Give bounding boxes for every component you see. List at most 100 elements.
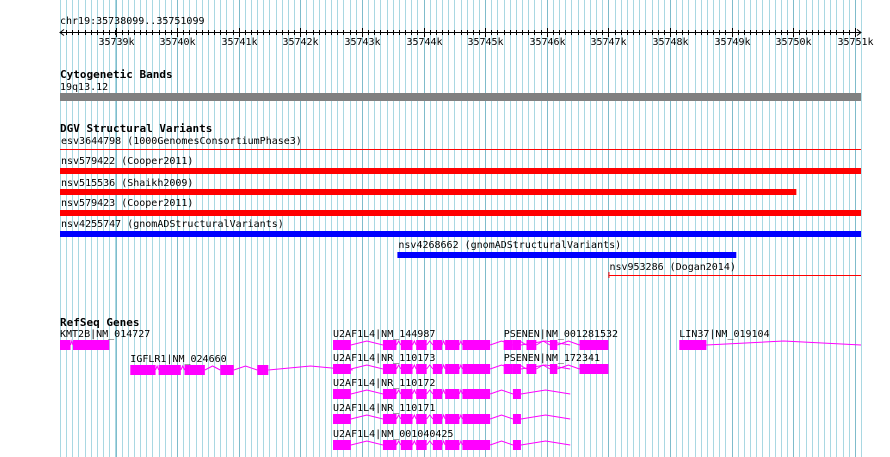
dgv-track[interactable]: DGV Structural Variants esv3644798 (1000… [60, 122, 861, 278]
refseq-gene[interactable]: PSENEN|NM_172341 [503, 353, 609, 374]
refseq-exon[interactable] [257, 365, 269, 375]
refseq-exon[interactable] [512, 440, 521, 450]
refseq-exon[interactable] [503, 340, 513, 350]
refseq-exon[interactable] [220, 365, 234, 375]
refseq-gene[interactable]: U2AF1L4|NR_110173 [333, 353, 571, 374]
dgv-feature[interactable]: nsv4255747 (gnomADStructuralVariants) [60, 219, 861, 237]
refseq-gene[interactable]: U2AF1L4|NR_110171 [333, 403, 571, 424]
dgv-feature[interactable]: nsv579423 (Cooper2011) [60, 198, 861, 216]
refseq-exon[interactable] [382, 414, 397, 424]
refseq-exon[interactable] [432, 440, 443, 450]
refseq-exon[interactable] [445, 440, 460, 450]
refseq-exon[interactable] [526, 340, 537, 350]
dgv-feature-bar[interactable] [397, 252, 737, 258]
dgv-feature-bar[interactable] [60, 149, 861, 150]
refseq-exon[interactable] [432, 364, 443, 374]
refseq-exon[interactable] [679, 340, 707, 350]
refseq-exon[interactable] [503, 364, 513, 374]
refseq-exon[interactable] [445, 414, 460, 424]
dgv-feature-bar[interactable] [60, 210, 861, 216]
refseq-intron [458, 363, 463, 370]
refseq-intron [233, 365, 258, 371]
refseq-exon[interactable] [549, 340, 558, 350]
ruler-tick-label: 35750k [775, 37, 811, 48]
refseq-exon[interactable] [73, 340, 110, 350]
cytoband-track[interactable]: Cytogenetic Bands 19q13.12 [60, 68, 861, 101]
refseq-exon[interactable] [400, 414, 413, 424]
refseq-exon[interactable] [382, 389, 397, 399]
refseq-gene[interactable]: PSENEN|NM_001281532 [503, 329, 618, 350]
refseq-intron [557, 340, 580, 346]
refseq-exon[interactable] [158, 365, 181, 375]
refseq-exon[interactable] [445, 364, 460, 374]
refseq-exon[interactable] [333, 340, 351, 350]
refseq-exon[interactable] [333, 414, 351, 424]
refseq-intron [441, 439, 446, 446]
refseq-exon[interactable] [462, 364, 491, 374]
refseq-intron [70, 339, 74, 346]
refseq-gene[interactable]: U2AF1L4|NM_144987 [333, 329, 571, 350]
refseq-exon[interactable] [400, 364, 413, 374]
cytoband-bar[interactable] [60, 93, 861, 101]
refseq-exon[interactable] [60, 340, 71, 350]
refseq-exon[interactable] [512, 364, 521, 374]
refseq-gene[interactable]: IGFLR1|NM_024660 [130, 354, 353, 375]
refseq-exon[interactable] [462, 389, 491, 399]
refseq-exon[interactable] [549, 364, 558, 374]
dgv-feature-bar[interactable] [608, 275, 861, 276]
refseq-exon[interactable] [579, 340, 609, 350]
refseq-exon[interactable] [400, 440, 413, 450]
refseq-exon[interactable] [512, 414, 521, 424]
refseq-gene[interactable]: U2AF1L4|NM_001040425 [333, 429, 571, 450]
refseq-exon[interactable] [512, 389, 521, 399]
refseq-exon[interactable] [462, 414, 491, 424]
refseq-exon[interactable] [333, 389, 351, 399]
dgv-feature[interactable]: nsv4268662 (gnomADStructuralVariants) [397, 240, 737, 258]
refseq-gene[interactable]: KMT2B|NM_014727 [60, 329, 150, 350]
refseq-exon[interactable] [333, 440, 351, 450]
refseq-exon[interactable] [432, 414, 443, 424]
refseq-exon[interactable] [416, 389, 427, 399]
dgv-feature-label: esv3644798 (1000GenomesConsortiumPhase3) [61, 136, 302, 147]
refseq-exon[interactable] [382, 364, 397, 374]
refseq-gene[interactable]: U2AF1L4|NR_110172 [333, 378, 571, 399]
dgv-features[interactable]: esv3644798 (1000GenomesConsortiumPhase3)… [60, 136, 861, 278]
refseq-gene[interactable]: LIN37|NM_019104 [679, 329, 862, 350]
refseq-exon[interactable] [333, 364, 351, 374]
dgv-feature[interactable]: esv3644798 (1000GenomesConsortiumPhase3) [60, 136, 861, 150]
dgv-feature-bar[interactable] [60, 168, 861, 174]
ruler-location-label: chr19:35738099..35751099 [60, 16, 205, 27]
refseq-track[interactable]: RefSeq Genes KMT2B|NM_014727 IGFLR1|NM_02… [60, 316, 862, 450]
refseq-track-title: RefSeq Genes [60, 316, 139, 329]
refseq-exon[interactable] [184, 365, 205, 375]
refseq-exon[interactable] [432, 340, 443, 350]
refseq-exon[interactable] [416, 340, 427, 350]
refseq-intron [458, 413, 463, 420]
refseq-exon[interactable] [445, 340, 460, 350]
dgv-feature-bar[interactable] [60, 231, 861, 237]
refseq-exon[interactable] [416, 364, 427, 374]
dgv-feature-bar[interactable] [60, 189, 797, 195]
refseq-exon[interactable] [382, 340, 397, 350]
refseq-exon[interactable] [512, 340, 521, 350]
refseq-exon[interactable] [130, 365, 156, 375]
refseq-genes[interactable]: KMT2B|NM_014727 IGFLR1|NM_024660 U2AF1L4|N… [60, 329, 862, 450]
ruler[interactable]: chr19:35738099..35751099 35739k 35740k 357… [59, 16, 874, 48]
refseq-exon[interactable] [445, 389, 460, 399]
dgv-feature[interactable]: nsv953286 (Dogan2014) [608, 262, 861, 278]
refseq-exon[interactable] [432, 389, 443, 399]
refseq-exon[interactable] [382, 440, 397, 450]
refseq-exon[interactable] [400, 340, 413, 350]
refseq-exon[interactable] [400, 389, 413, 399]
refseq-exon[interactable] [526, 364, 537, 374]
refseq-exon[interactable] [462, 440, 491, 450]
ruler-right-arrow [856, 29, 862, 36]
dgv-feature[interactable]: nsv515536 (Shaikh2009) [60, 178, 797, 195]
refseq-exon[interactable] [416, 440, 427, 450]
refseq-exon[interactable] [462, 340, 491, 350]
refseq-exon[interactable] [579, 364, 609, 374]
refseq-exon[interactable] [416, 414, 427, 424]
dgv-feature[interactable]: nsv579422 (Cooper2011) [60, 156, 861, 174]
